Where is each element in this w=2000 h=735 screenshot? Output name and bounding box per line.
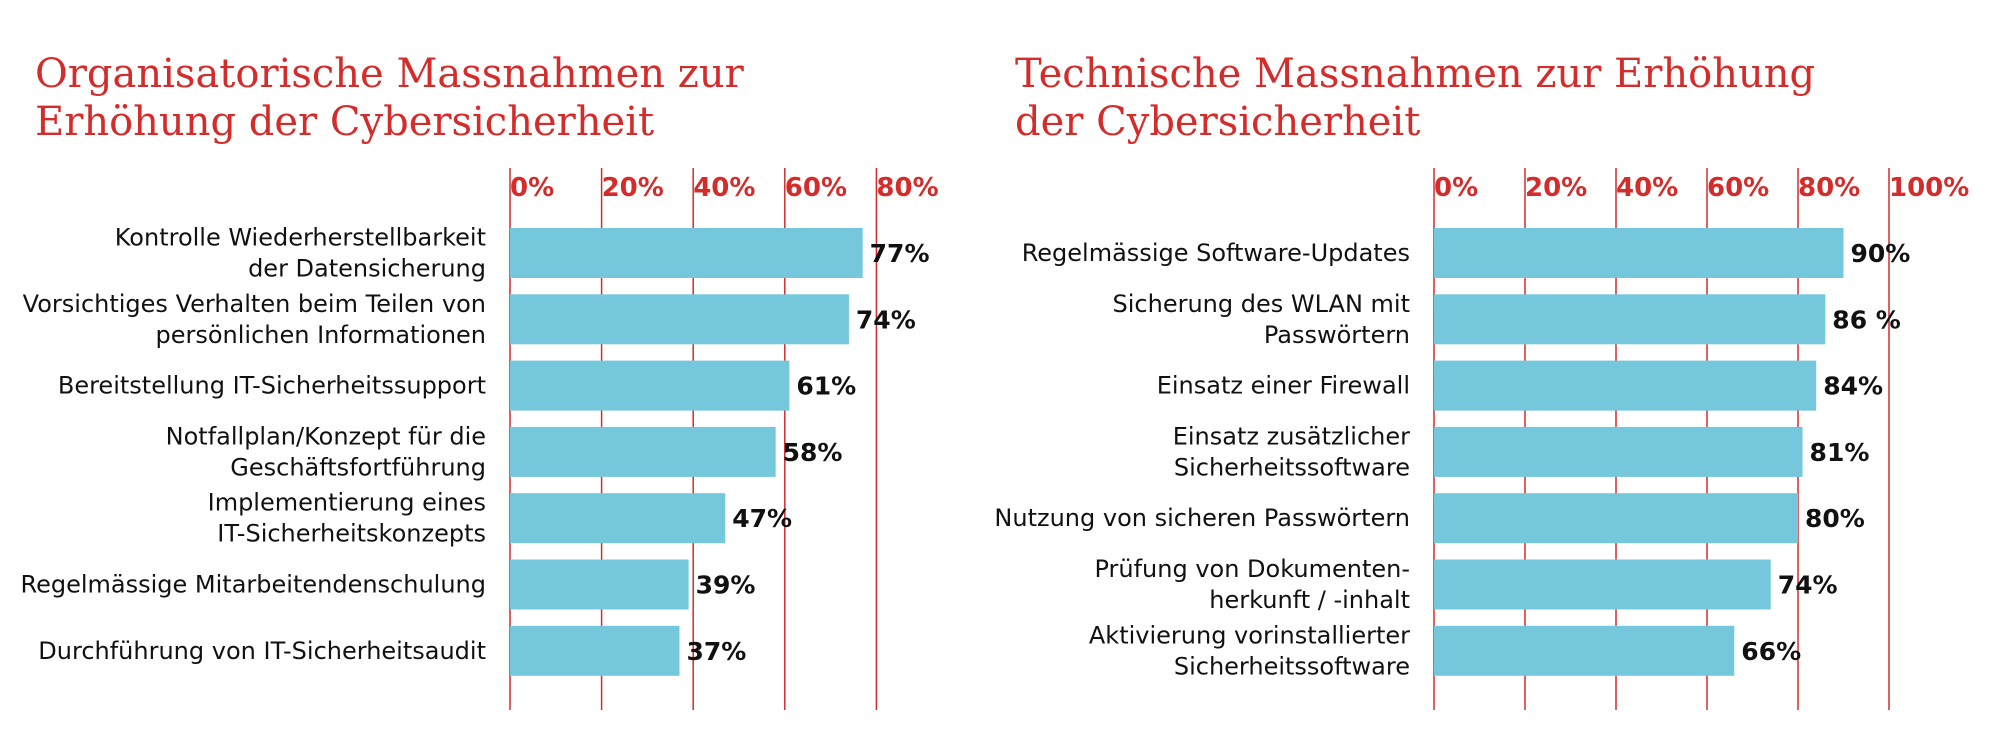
x-tick-label: 80% [1798, 173, 1860, 203]
x-tick-label: 0% [1434, 173, 1478, 203]
data-label: 81% [1810, 438, 1870, 467]
category-label-line: Regelmässige Mitarbeitendenschulung [21, 571, 487, 599]
category-label-line: Geschäftsfortführung [230, 453, 486, 481]
category-label-line: Sicherheitssoftware [1174, 652, 1410, 680]
category-label-line: Nutzung von sicheren Passwörtern [994, 504, 1410, 532]
category-label: Implementierung eines IT-Sicherheitskonze… [208, 489, 486, 548]
data-label: 37% [686, 637, 746, 666]
category-label-line: der Datensicherung [248, 255, 486, 283]
data-label: 77% [870, 239, 930, 268]
data-label: 74% [856, 305, 916, 334]
bar [1434, 360, 1817, 411]
bar [510, 493, 726, 544]
category-label: Notfallplan/Konzept für die Geschäftsfort… [166, 422, 486, 481]
category-label-line: Notfallplan/Konzept für die [166, 422, 486, 450]
chart-panel-organisational: Organisatorische Massnahmen zur Erhöhung… [21, 50, 939, 710]
bar [1434, 294, 1826, 345]
category-label: Regelmässige Software-Updates [1022, 239, 1410, 267]
x-tick-label: 40% [1616, 173, 1678, 203]
bar [1434, 625, 1735, 676]
category-label-line: persönlichen Informationen [155, 321, 486, 349]
data-label: 90% [1851, 239, 1911, 268]
data-label: 39% [696, 571, 756, 600]
bar [1434, 228, 1844, 278]
category-label-line: Aktivierung vorinstallierter [1089, 621, 1410, 649]
data-label: 47% [732, 504, 792, 533]
category-label: Einsatz einer Firewall [1157, 372, 1410, 400]
bar [1434, 559, 1771, 610]
bar [1434, 493, 1798, 544]
category-label: Einsatz zusätzlicher Sicherheitssoftware [1173, 422, 1410, 481]
bar [510, 360, 790, 411]
category-label-line: Kontrolle Wiederherstellbarkeit [115, 224, 486, 252]
bar [510, 294, 849, 345]
category-label: Aktivierung vorinstallierter Sicherheitss… [1089, 621, 1410, 680]
category-label-line: Sicherung des WLAN mit [1113, 290, 1410, 318]
data-label: 58% [783, 438, 843, 467]
chart-title-line-2: Erhöhung der Cybersicherheit [35, 99, 655, 145]
data-label: 66% [1741, 637, 1801, 666]
category-label-line: Implementierung eines [208, 489, 486, 517]
data-label: 84% [1823, 372, 1883, 401]
chart-title: Organisatorische Massnahmen zur Erhöhung… [35, 50, 795, 146]
category-label-line: Prüfung von Dokumenten- [1094, 555, 1410, 583]
category-label-line: Einsatz einer Firewall [1157, 372, 1410, 400]
category-label: Prüfung von Dokumenten-herkunft / -inhal… [1094, 555, 1410, 614]
bar [510, 625, 680, 676]
category-label: Vorsichtiges Verhalten beim Teilen von pe… [23, 290, 486, 349]
category-label: Regelmässige Mitarbeitendenschulung [21, 571, 487, 599]
category-label-line: Bereitstellung IT-Sicherheitssupport [58, 372, 486, 400]
x-tick-label: 0% [510, 173, 554, 203]
category-label-line: Passwörtern [1264, 321, 1410, 349]
data-label: 86 % [1832, 305, 1901, 334]
chart-title-line-1: Technische Massnahmen zur Erhöhung [1015, 51, 1816, 97]
x-tick-label: 60% [785, 173, 847, 203]
chart-title-line-1: Organisatorische Massnahmen zur [35, 51, 744, 97]
category-label-line: Vorsichtiges Verhalten beim Teilen von [23, 290, 486, 318]
x-tick-label: 60% [1707, 173, 1769, 203]
bar [510, 559, 689, 610]
data-label: 74% [1778, 571, 1838, 600]
x-tick-label: 80% [876, 173, 938, 203]
chart-title: Technische Massnahmen zur Erhöhung der C… [1015, 50, 1816, 146]
category-label-line: Durchführung von IT-Sicherheitsaudit [38, 637, 486, 665]
bar [1434, 426, 1803, 477]
x-tick-label: 20% [1525, 173, 1587, 203]
x-tick-label: 20% [602, 173, 664, 203]
chart-title-line-2: der Cybersicherheit [1015, 99, 1421, 145]
category-label-line: Sicherheitssoftware [1174, 453, 1410, 481]
data-label: 80% [1805, 504, 1865, 533]
category-label-line: Einsatz zusätzlicher [1173, 422, 1410, 450]
x-tick-label: 100% [1889, 173, 1969, 203]
x-tick-label: 40% [693, 173, 755, 203]
bar-chart-organisational: 0% 20% 40% 60% 80% 77% Kontrolle Wiederherstel… [21, 168, 939, 710]
category-label: Kontrolle Wiederherstellbarkeit der Daten… [115, 224, 486, 283]
category-label: Sicherung des WLAN mit Passwörtern [1113, 290, 1410, 349]
category-label-line: herkunft / -inhalt [1209, 586, 1410, 614]
bar [510, 228, 863, 278]
bar [510, 426, 776, 477]
category-label: Durchführung von IT-Sicherheitsaudit [38, 637, 486, 665]
category-label-line: IT-Sicherheitskonzepts [217, 520, 486, 548]
bar-chart-technical: 0% 20% 40% 60% 80% 100% 90% Regelmässige Softwa… [994, 168, 1969, 710]
chart-panel-technical: Technische Massnahmen zur Erhöhung der C… [994, 0, 2000, 735]
category-label: Nutzung von sicheren Passwörtern [994, 504, 1410, 532]
data-label: 61% [796, 372, 856, 401]
category-label: Bereitstellung IT-Sicherheitssupport [58, 372, 486, 400]
category-label-line: Regelmässige Software-Updates [1022, 239, 1410, 267]
